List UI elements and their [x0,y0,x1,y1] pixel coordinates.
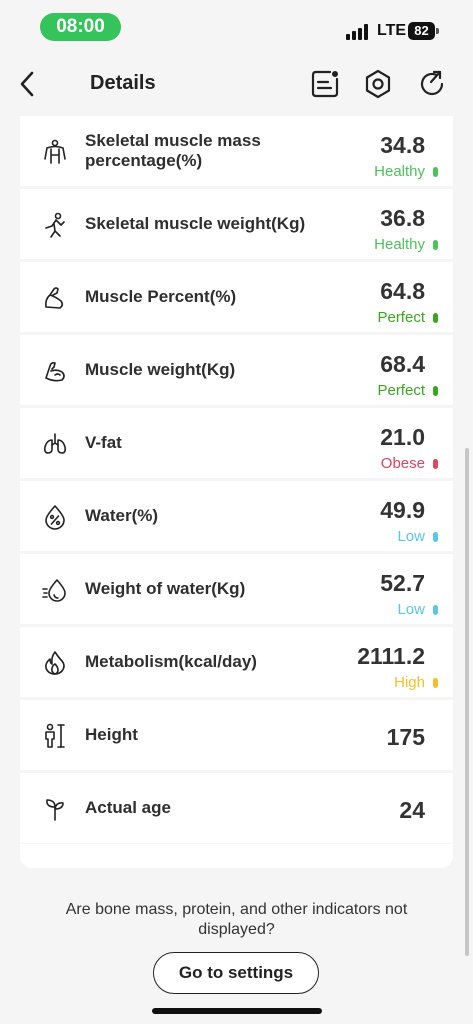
metric-row-water-percent[interactable]: Water(%) 49.9 Low [20,481,453,551]
battery-icon: 82 [408,22,435,40]
metric-row-metabolism[interactable]: Metabolism(kcal/day) 2111.2 High [20,627,453,697]
metric-status: Obese [380,455,425,472]
settings-hex-button[interactable] [362,68,394,100]
upper-body-icon [44,139,66,164]
metric-row-skeletal-muscle-weight[interactable]: Skeletal muscle weight(Kg) 36.8 Healthy [20,189,453,259]
body-pose-icon [45,212,65,238]
metric-label: Skeletal muscle mass percentage(%) [85,131,261,170]
metric-row-height[interactable]: Height 175 [20,700,453,770]
metric-status: Low [397,601,425,618]
metric-status: Healthy [374,163,425,180]
lungs-icon [44,433,66,454]
status-indicator [433,459,438,469]
metric-label: Weight of water(Kg) [85,579,246,598]
metric-value: 64.8 [380,278,425,304]
missing-indicators-question: Are bone mass, protein, and other indica… [65,901,408,938]
metric-value: 34.8 [380,132,425,158]
metric-value: 68.4 [380,351,425,377]
metric-label: Muscle weight(Kg) [85,360,236,379]
metrics-card: Skeletal muscle mass percentage(%) 34.8 … [20,116,453,868]
status-indicator [433,240,438,250]
home-indicator[interactable] [152,1008,322,1014]
flexed-arm-icon [45,287,64,309]
arm-muscle-icon [45,362,65,382]
status-indicator [433,167,438,177]
metric-label: Water(%) [85,506,159,525]
sprout-icon [46,799,64,821]
metric-row-v-fat[interactable]: V-fat 21.0 Obese [20,408,453,478]
share-arrow-icon [420,70,444,96]
report-icon [311,70,339,98]
network-type: LTE [377,22,407,39]
metric-label: Muscle Percent(%) [85,287,237,306]
height-icon [45,723,65,748]
scrollbar[interactable] [465,448,469,956]
water-drop-icon [42,579,66,602]
metric-value: 21.0 [380,424,425,450]
chevron-left-icon [20,71,34,97]
metric-value: 49.9 [380,497,425,523]
water-percent-icon [45,505,65,530]
metric-label: V-fat [85,433,122,452]
metric-value: 175 [386,724,425,750]
status-indicator [433,532,438,542]
metric-row-muscle-weight[interactable]: Muscle weight(Kg) 68.4 Perfect [20,335,453,405]
status-indicator [433,605,438,615]
metric-row-skeletal-muscle-percent[interactable]: Skeletal muscle mass percentage(%) 34.8 … [20,116,453,186]
share-button[interactable] [416,68,448,100]
metric-label: Height [85,725,138,744]
go-to-settings-button[interactable]: Go to settings [153,952,319,994]
metric-status: High [394,674,425,691]
hexagon-settings-icon [365,69,391,99]
status-bar: 08:00 LTE 82 [0,0,473,56]
metric-status: Healthy [374,236,425,253]
card-bottom-padding [20,844,453,868]
back-button[interactable] [14,68,42,100]
status-indicator [433,386,438,396]
flame-icon [45,651,65,675]
metric-row-muscle-percent[interactable]: Muscle Percent(%) 64.8 Perfect [20,262,453,332]
metric-value: 52.7 [380,570,425,596]
status-indicator [433,313,438,323]
signal-icon [346,24,372,40]
battery-nub [436,28,439,34]
nav-bar: Details [0,56,473,112]
metric-value: 36.8 [380,205,425,231]
metric-label: Metabolism(kcal/day) [85,652,257,671]
metric-value: 2111.2 [357,643,425,669]
metric-row-actual-age[interactable]: Actual age 24 [20,773,453,843]
metric-label: Skeletal muscle weight(Kg) [85,214,306,233]
page-title: Details [90,72,156,94]
status-time: 08:00 [40,13,121,41]
status-indicator [433,678,438,688]
metric-value: 24 [399,797,425,823]
metric-status: Perfect [377,382,425,399]
report-button[interactable] [309,68,341,100]
metric-label: Actual age [85,798,171,817]
metric-status: Low [397,528,425,545]
metric-row-weight-of-water[interactable]: Weight of water(Kg) 52.7 Low [20,554,453,624]
metric-status: Perfect [377,309,425,326]
